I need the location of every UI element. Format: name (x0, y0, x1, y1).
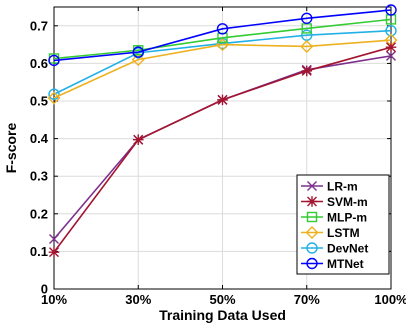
series-line-lstm (53, 39, 392, 99)
series-line-devnet (53, 29, 392, 95)
data-point-lstm (131, 53, 145, 67)
legend-marker-devnet (306, 242, 318, 254)
data-point-mtnet (48, 54, 60, 67)
y-tick-label: 0.1 (30, 244, 48, 259)
legend-label-svm-m: SVM-m (327, 195, 368, 209)
legend-label-mtnet: MTNet (327, 257, 364, 271)
legend-marker-mtnet (306, 257, 318, 270)
data-point-svm-m (132, 134, 144, 146)
data-point-lr-m (386, 50, 396, 61)
data-point-svm-m (301, 65, 313, 77)
y-tick-label: 0.3 (30, 169, 48, 184)
legend-label-lr-m: LR-m (327, 180, 358, 194)
data-point-mtnet (301, 12, 313, 24)
data-point-svm-m (385, 41, 397, 53)
data-point-lstm (300, 39, 314, 53)
y-tick-label: 0.7 (30, 18, 48, 33)
legend-marker-lstm (305, 226, 319, 239)
legend-marker-svm-m (306, 196, 318, 207)
x-tick-label: 50% (209, 292, 235, 307)
data-point-lr-m (49, 233, 59, 244)
series-line-mlp-m (53, 18, 392, 60)
data-series (47, 4, 398, 258)
data-point-lstm (47, 91, 61, 105)
data-point-svm-m (217, 94, 228, 106)
y-tick-label: 0.6 (30, 56, 48, 71)
data-point-mtnet (132, 46, 144, 58)
legend-label-lstm: LSTM (327, 226, 360, 240)
series-mtnet (48, 4, 397, 67)
legend-entry-mlp-m: MLP-m (301, 211, 367, 225)
y-tick-label: 0 (41, 282, 48, 297)
legend-marker-lr-m (307, 181, 317, 191)
y-tick-label: 0.4 (30, 131, 49, 146)
x-ticks: 10% 30% 50% 70% 100% (41, 7, 406, 307)
y-tick-label: 0.5 (30, 94, 48, 109)
x-axis-label: Training Data Used (159, 307, 286, 323)
x-tick-label: 70% (294, 292, 320, 307)
y-tick-label: 0.2 (30, 206, 48, 221)
legend-entry-lr-m: LR-m (301, 180, 358, 194)
legend-entry-svm-m: SVM-m (301, 195, 368, 209)
series-line-mtnet (53, 9, 392, 62)
data-point-devnet (385, 24, 397, 37)
legend-label-mlp-m: MLP-m (327, 211, 367, 225)
legend-box (296, 174, 390, 275)
x-tick-label: 100% (374, 292, 406, 307)
y-axis-label: F-score (3, 123, 19, 174)
data-point-devnet (48, 88, 60, 100)
x-tick-label: 10% (41, 292, 67, 307)
legend-label-devnet: DevNet (327, 242, 368, 256)
data-point-mtnet (385, 4, 397, 16)
legend-entry-lstm: LSTM (301, 226, 360, 240)
legend-marker-mlp-m (306, 211, 318, 223)
series-svm-m (48, 41, 397, 258)
data-point-mtnet (216, 23, 229, 35)
x-tick-label: 30% (125, 292, 151, 307)
legend-entry-devnet: DevNet (301, 242, 368, 256)
data-point-svm-m (48, 246, 60, 258)
legend-entry-mtnet: MTNet (301, 257, 364, 271)
